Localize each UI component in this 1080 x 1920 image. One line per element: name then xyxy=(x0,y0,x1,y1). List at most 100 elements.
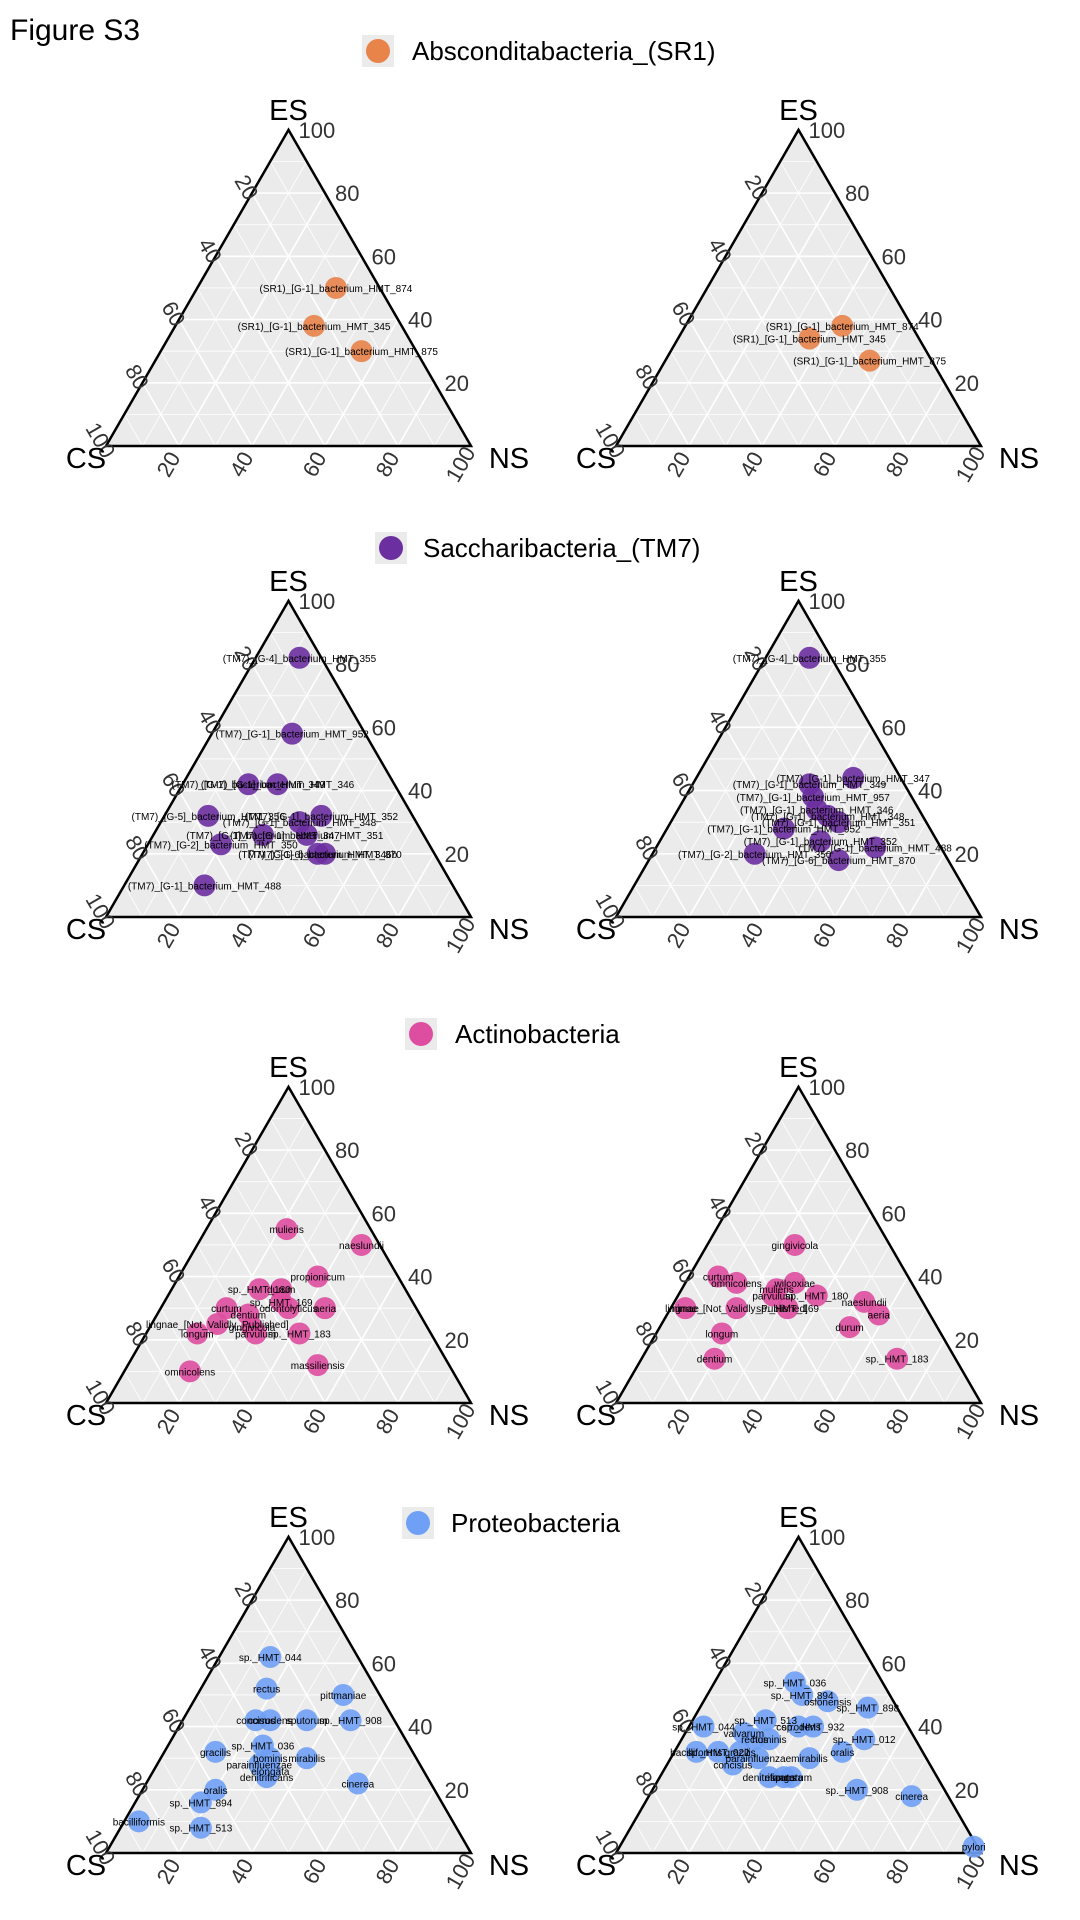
ns-tick-label: 40 xyxy=(735,447,769,481)
ternary-frame xyxy=(613,1084,984,1405)
data-point xyxy=(962,1835,985,1858)
grid-line xyxy=(123,1821,143,1854)
grid-line xyxy=(907,382,946,447)
grid-line xyxy=(269,161,435,447)
data-point xyxy=(266,773,289,796)
ns-tick-label: 20 xyxy=(152,918,186,952)
data-point-label: (TM7)_[G-1]_bacterium_HMT_347 xyxy=(186,831,340,842)
data-point-label: (TM7)_[G-1]_bacterium_HMT_349 xyxy=(172,780,326,791)
data-point xyxy=(295,1709,318,1732)
grid-line xyxy=(907,1789,946,1854)
data-point xyxy=(206,1312,229,1335)
grid-line xyxy=(725,1631,854,1854)
grid-line xyxy=(324,1276,399,1404)
data-point-label: sp._HMT_036 xyxy=(232,1742,295,1753)
data-point xyxy=(853,1728,876,1751)
axis-label-cs: CS xyxy=(66,1850,106,1882)
ns-tick-label: 80 xyxy=(371,1854,405,1888)
grid-line xyxy=(288,1694,381,1854)
data-point xyxy=(306,842,329,865)
data-point-label: sp._HMT_180 xyxy=(785,1292,848,1303)
axis-label-ns: NS xyxy=(489,1400,529,1432)
data-point-label: gingivicola xyxy=(229,1323,276,1334)
axis-label-es: ES xyxy=(779,1052,818,1084)
data-point-label: (SR1)_[G-1]_bacterium_HMT_875 xyxy=(285,347,438,358)
es-tick-label: 20 xyxy=(955,842,979,867)
data-point-label: hominis xyxy=(752,1735,786,1746)
data-point-label: (TM7)_[G-1]_bacterium_HMT_349 xyxy=(733,780,887,791)
axis-label-es: ES xyxy=(269,1052,308,1084)
data-point-label: (TM7)_[G-1]_bacterium_HMT_957 xyxy=(736,793,890,804)
grid-line xyxy=(142,632,308,918)
grid-line xyxy=(288,287,381,447)
axis-label-ns: NS xyxy=(489,914,529,946)
es-tick-label: 80 xyxy=(845,1138,869,1163)
es-tick-label: 80 xyxy=(335,1138,359,1163)
group-title: Actinobacteria xyxy=(455,1019,620,1049)
data-point xyxy=(189,1816,212,1839)
data-point xyxy=(685,1740,708,1763)
axis-label-ns: NS xyxy=(999,914,1039,946)
grid-line xyxy=(907,1339,946,1404)
data-point-label: mirabilis xyxy=(288,1754,325,1765)
data-point-label: odontolyticus xyxy=(259,1304,317,1315)
data-point-label: sputorum xyxy=(286,1716,328,1727)
data-point xyxy=(703,1347,726,1370)
axis-label-cs: CS xyxy=(576,1850,616,1882)
grid-line xyxy=(288,758,381,918)
data-point-label: sp._HMT_183 xyxy=(866,1355,929,1366)
data-point-label: sp._HMT_169 xyxy=(756,1304,819,1315)
ternary-frame xyxy=(613,127,984,448)
data-point xyxy=(350,1233,373,1256)
data-point-label: sp._HMT_044 xyxy=(672,1723,735,1734)
grid-line xyxy=(142,1118,308,1404)
es-tick-label: 20 xyxy=(445,371,469,396)
ns-tick-label: 60 xyxy=(298,1854,332,1888)
ns-tick-label: 20 xyxy=(662,1404,696,1438)
grid-line xyxy=(652,161,818,447)
data-point xyxy=(831,314,854,337)
axis-label-ns: NS xyxy=(489,1850,529,1882)
data-point-label: (TM7)_[G-1]_bacterium_HMT_346 xyxy=(740,806,894,817)
es-tick-label: 60 xyxy=(372,1201,396,1226)
grid-line xyxy=(233,224,362,447)
ternary-frame xyxy=(103,127,474,448)
grid-line xyxy=(141,1339,180,1404)
data-point-label: sp._HMT_022 xyxy=(687,1748,750,1759)
data-point-label: sp._HMT_180 xyxy=(228,1285,291,1296)
ns-tick-label: 40 xyxy=(735,918,769,952)
ns-tick-label: 40 xyxy=(225,447,259,481)
axis-label-cs: CS xyxy=(576,1400,616,1432)
data-point xyxy=(743,842,766,865)
grid-line xyxy=(651,1789,690,1854)
data-point-label: (SR1)_[G-1]_bacterium_HMT_875 xyxy=(793,357,946,368)
legend-marker xyxy=(409,1022,433,1046)
data-point-label: cinerea xyxy=(341,1779,374,1790)
es-tick-label: 80 xyxy=(845,181,869,206)
data-point xyxy=(798,646,821,669)
data-point xyxy=(721,1753,744,1776)
data-point-label: elongata xyxy=(251,1767,290,1778)
data-point xyxy=(707,1740,730,1763)
data-point-label: lingnae_[Not_Validly_Published] xyxy=(146,1320,289,1331)
grid-line xyxy=(688,790,763,918)
data-point xyxy=(780,1766,803,1789)
data-point-label: (TM7)_[G-1]_bacterium_HMT_346b xyxy=(238,850,397,861)
es-tick-label: 40 xyxy=(408,1265,432,1290)
ternary-frame xyxy=(103,1534,474,1855)
grid-line xyxy=(142,1568,308,1854)
grid-line xyxy=(361,1307,417,1404)
data-point xyxy=(858,349,881,372)
ternary-frame xyxy=(613,598,984,919)
data-point-label: gingivicola xyxy=(771,1241,818,1252)
grid-line xyxy=(196,1694,289,1854)
ns-tick-label: 40 xyxy=(225,918,259,952)
grid-line xyxy=(434,1371,454,1404)
grid-line xyxy=(633,1371,653,1404)
es-tick-label: 100 xyxy=(809,1525,846,1550)
grid-line xyxy=(706,758,799,918)
data-point-label: longum xyxy=(705,1329,738,1340)
data-point-label: elongata xyxy=(765,1773,804,1784)
